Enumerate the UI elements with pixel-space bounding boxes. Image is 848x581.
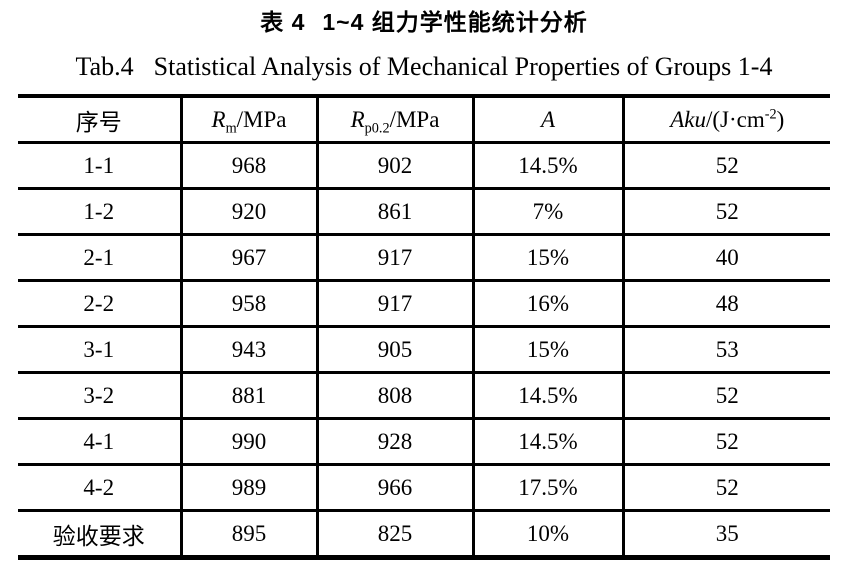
table-cell: 861: [315, 188, 473, 236]
col-header-aku: Aku/(J·cm-2): [621, 96, 830, 144]
table-row: 3-2 881 808 14.5% 52: [18, 372, 830, 420]
table-cell: 52: [621, 372, 830, 420]
table-cell: 825: [315, 510, 473, 558]
header-row: 序号 Rm/MPa Rp0.2/MPa A Aku/(J·cm-2): [18, 96, 830, 144]
table-cell: 52: [621, 188, 830, 236]
col-header-serial-label: 序号: [75, 109, 122, 135]
table-caption-en: Tab.4 Statistical Analysis of Mechanical…: [0, 50, 848, 84]
table-cell: 895: [179, 510, 317, 558]
mechanical-properties-table: 序号 Rm/MPa Rp0.2/MPa A Aku/(J·cm-2) 1-1 96…: [18, 94, 830, 560]
table-row: 1-1 968 902 14.5% 52: [18, 142, 830, 190]
col-header-rm-symbol: R: [211, 106, 226, 132]
col-header-serial: 序号: [18, 96, 181, 144]
table-cell: 15%: [471, 326, 623, 374]
col-header-rm-unit: /MPa: [236, 106, 287, 132]
table-cell: 52: [621, 142, 830, 190]
table-cell: 968: [179, 142, 317, 190]
table-cell: 966: [315, 464, 473, 512]
col-header-aku-symbol: Aku: [670, 106, 706, 132]
caption-en-title: Statistical Analysis of Mechanical Prope…: [153, 52, 773, 81]
table-cell: 52: [621, 418, 830, 466]
table-cell: 4-2: [18, 464, 181, 512]
table-cell: 52: [621, 464, 830, 512]
caption-zh-title: 1~4 组力学性能统计分析: [322, 9, 588, 35]
table-cell: 990: [179, 418, 317, 466]
col-header-rp02-unit: /MPa: [389, 106, 440, 132]
table-cell: 4-1: [18, 418, 181, 466]
table-row: 2-2 958 917 16% 48: [18, 280, 830, 328]
table-cell: 917: [315, 280, 473, 328]
table-cell: 40: [621, 234, 830, 282]
table-cell: 16%: [471, 280, 623, 328]
table-cell: 917: [315, 234, 473, 282]
col-header-rm: Rm/MPa: [179, 96, 317, 144]
table-cell: 3-1: [18, 326, 181, 374]
col-header-aku-superscript: -2: [764, 105, 777, 122]
table-cell: 905: [315, 326, 473, 374]
table-cell: 881: [179, 372, 317, 420]
table-cell: 7%: [471, 188, 623, 236]
col-header-aku-unit-close: ): [776, 106, 785, 132]
col-header-rp02-subscript: p0.2: [364, 120, 390, 137]
table-cell: 14.5%: [471, 418, 623, 466]
table-cell: 1-1: [18, 142, 181, 190]
table-cell: 943: [179, 326, 317, 374]
table-row: 3-1 943 905 15% 53: [18, 326, 830, 374]
table-cell: 14.5%: [471, 372, 623, 420]
col-header-rp02: Rp0.2/MPa: [315, 96, 473, 144]
table-cell: 902: [315, 142, 473, 190]
table-row: 4-2 989 966 17.5% 52: [18, 464, 830, 512]
table-caption-zh: 表 4 1~4 组力学性能统计分析: [0, 7, 848, 37]
table-cell: 989: [179, 464, 317, 512]
table-cell: 808: [315, 372, 473, 420]
table-cell: 2-1: [18, 234, 181, 282]
table-row: 4-1 990 928 14.5% 52: [18, 418, 830, 466]
table-row: 2-1 967 917 15% 40: [18, 234, 830, 282]
table-cell: 10%: [471, 510, 623, 558]
table-cell: 验收要求: [52, 523, 145, 549]
col-header-rp02-symbol: R: [350, 106, 365, 132]
table-cell: 958: [179, 280, 317, 328]
table-cell: 53: [621, 326, 830, 374]
col-header-elongation-symbol: A: [540, 106, 556, 132]
table-cell: 17.5%: [471, 464, 623, 512]
table-cell: 35: [621, 510, 830, 558]
table-cell: 2-2: [18, 280, 181, 328]
table-row: 1-2 920 861 7% 52: [18, 188, 830, 236]
table-cell: 15%: [471, 234, 623, 282]
table-cell: 920: [179, 188, 317, 236]
caption-en-label: Tab.4: [75, 52, 134, 81]
table-cell: 967: [179, 234, 317, 282]
col-header-aku-unit-open: /(J·cm: [705, 106, 765, 132]
caption-zh-label: 表 4: [260, 9, 306, 35]
col-header-rm-subscript: m: [225, 120, 237, 137]
col-header-elongation: A: [471, 96, 623, 144]
table-body: 1-1 968 902 14.5% 52 1-2 920 861 7% 52 2-1 967 917 15…: [18, 142, 830, 558]
table-cell: 3-2: [18, 372, 181, 420]
table-cell: 14.5%: [471, 142, 623, 190]
table-cell: 48: [621, 280, 830, 328]
table-cell: 1-2: [18, 188, 181, 236]
table-cell: 928: [315, 418, 473, 466]
table-row: 验收要求 895 825 10% 35: [18, 510, 830, 558]
